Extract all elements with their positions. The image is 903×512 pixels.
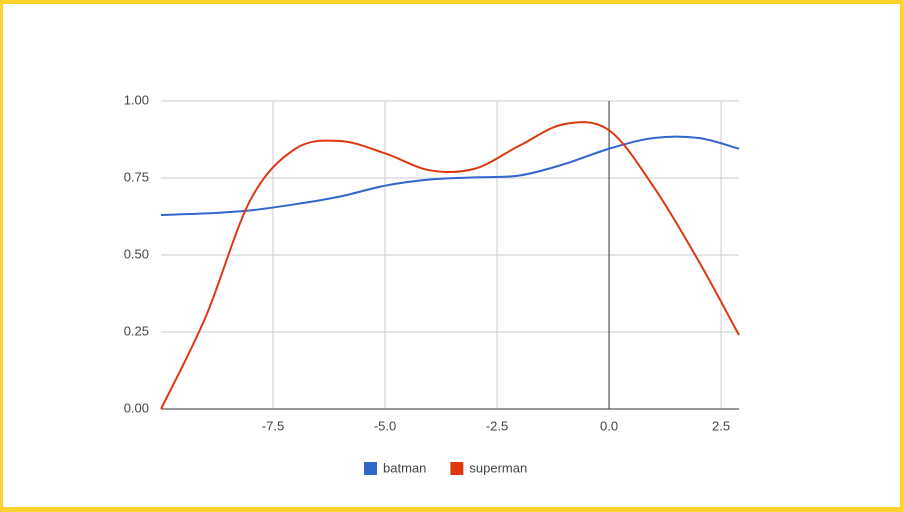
y-tick-label: 1.00 [124,92,149,107]
legend-swatch [450,462,464,475]
x-tick-label: 2.5 [712,418,730,433]
chart: 0.00 0.25 0.50 0.75 1.00 -7.5 -5.0 -2.5 0.0 2.5 ba… [124,92,740,475]
x-tick-label: -5.0 [374,418,396,433]
legend-label: superman [469,460,527,475]
line [160,135,740,216]
y-tick-label: 0.75 [124,169,149,184]
line [160,121,740,410]
y-tick-label: 0.50 [124,246,149,261]
y-tick-label: 0.25 [124,323,149,338]
x-tick-label: -2.5 [486,418,508,433]
legend-label: batman [383,460,426,475]
legend: batman superman [364,460,527,475]
x-tick-label: -7.5 [262,418,284,433]
x-tick-label: 0.0 [600,418,618,433]
legend-swatch [364,462,377,475]
y-tick-label: 0.00 [124,400,149,415]
